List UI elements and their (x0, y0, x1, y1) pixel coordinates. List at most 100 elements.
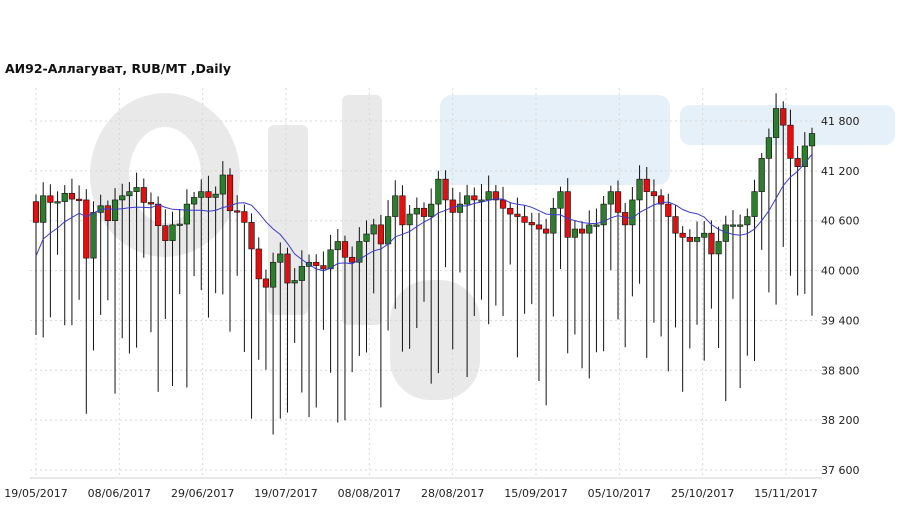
candle-body (327, 249, 334, 270)
candle-body (190, 197, 198, 205)
candle-body (147, 202, 155, 205)
candle-body (686, 237, 693, 242)
candle-body (363, 233, 370, 242)
x-tick-label: 08/08/2017 (338, 487, 401, 500)
candle-body (801, 145, 808, 168)
x-axis: 19/05/2017 08/06/2017 29/06/2017 19/07/2017… (4, 487, 817, 500)
candle-body (68, 192, 76, 200)
candle-body (111, 199, 119, 222)
candle-body (471, 195, 478, 201)
candle-body (198, 191, 205, 198)
candle-body (334, 241, 341, 251)
candle-body (40, 195, 47, 223)
y-tick-label: 38 200 (821, 414, 860, 427)
candle-body (90, 212, 97, 259)
y-tick-label: 40 000 (821, 265, 860, 278)
candle-body (140, 187, 147, 203)
candle-body (262, 278, 270, 288)
candle-body (679, 232, 686, 238)
candle-body (32, 201, 40, 223)
candle-body (765, 137, 772, 159)
candle-body (104, 205, 111, 222)
candle-body (780, 108, 787, 126)
candle-body (176, 223, 183, 226)
candle-body (729, 224, 737, 227)
candle-body (643, 178, 650, 192)
candle-body (126, 191, 133, 197)
candle-body (284, 253, 291, 284)
candle-body (578, 228, 586, 234)
candle-body (622, 212, 629, 226)
candle-body (650, 191, 658, 197)
candle-body (384, 216, 392, 245)
x-tick-label: 25/10/2017 (671, 487, 734, 500)
candle-body (420, 207, 428, 217)
y-tick-label: 41 800 (821, 115, 860, 128)
candle-body (119, 195, 126, 201)
x-tick-label: 15/11/2017 (754, 487, 817, 500)
candle-body (241, 211, 248, 223)
candle-body (456, 203, 464, 213)
candle-body (449, 199, 456, 213)
candle-body (557, 191, 564, 209)
candle-body (47, 195, 54, 203)
candle-body (162, 225, 169, 241)
candle-body (794, 158, 801, 168)
candle-body (528, 222, 535, 226)
candle-body (550, 207, 557, 234)
candle-body (607, 191, 614, 205)
y-tick-label: 38 800 (821, 364, 860, 377)
candle-body (492, 191, 499, 201)
x-tick-label: 15/09/2017 (504, 487, 567, 500)
candle-body (571, 228, 578, 238)
moving-average-line (35, 153, 813, 272)
candle-body (205, 191, 212, 198)
candle-body (514, 213, 521, 217)
candle-body (442, 178, 449, 201)
candle-body (298, 266, 305, 281)
candle-body (392, 195, 399, 217)
candle-body (808, 133, 816, 147)
candle-body (629, 199, 636, 226)
candle-body (636, 178, 643, 201)
candle-body (744, 216, 751, 226)
candle-body (428, 203, 435, 217)
candle-body (772, 108, 780, 138)
candle-body (464, 195, 471, 205)
y-tick-label: 39 400 (821, 314, 860, 327)
candle-body (715, 241, 722, 255)
x-tick-label: 19/05/2017 (4, 487, 67, 500)
candle-body (54, 201, 61, 204)
candle-body (593, 224, 600, 227)
candle-body (665, 203, 672, 217)
candle-body (435, 178, 442, 205)
candle-body (349, 256, 356, 263)
candle-body (255, 248, 262, 280)
candle-body (341, 241, 349, 258)
candle-body (658, 195, 665, 205)
candle-body (787, 124, 794, 159)
candle-body (499, 199, 507, 209)
candle-body (270, 261, 277, 288)
candle-body (564, 191, 571, 238)
candle-body (183, 203, 190, 225)
candle-body (76, 198, 83, 201)
y-tick-label: 41 200 (821, 165, 860, 178)
candle-body (291, 280, 298, 284)
gridlines (30, 88, 822, 478)
candle-body (169, 224, 176, 241)
candle-body (234, 210, 241, 213)
candle-body (600, 203, 607, 226)
candle-body (672, 216, 679, 234)
candle-body (155, 203, 162, 227)
candle-body (708, 232, 715, 255)
candle-body (133, 187, 140, 192)
candle-body (83, 199, 90, 259)
candle-body (219, 174, 226, 195)
candle-body (737, 224, 744, 227)
candle-body (507, 207, 514, 215)
candle-body (701, 232, 708, 238)
oilstat-watermark (90, 93, 895, 400)
candle-body (377, 224, 384, 245)
